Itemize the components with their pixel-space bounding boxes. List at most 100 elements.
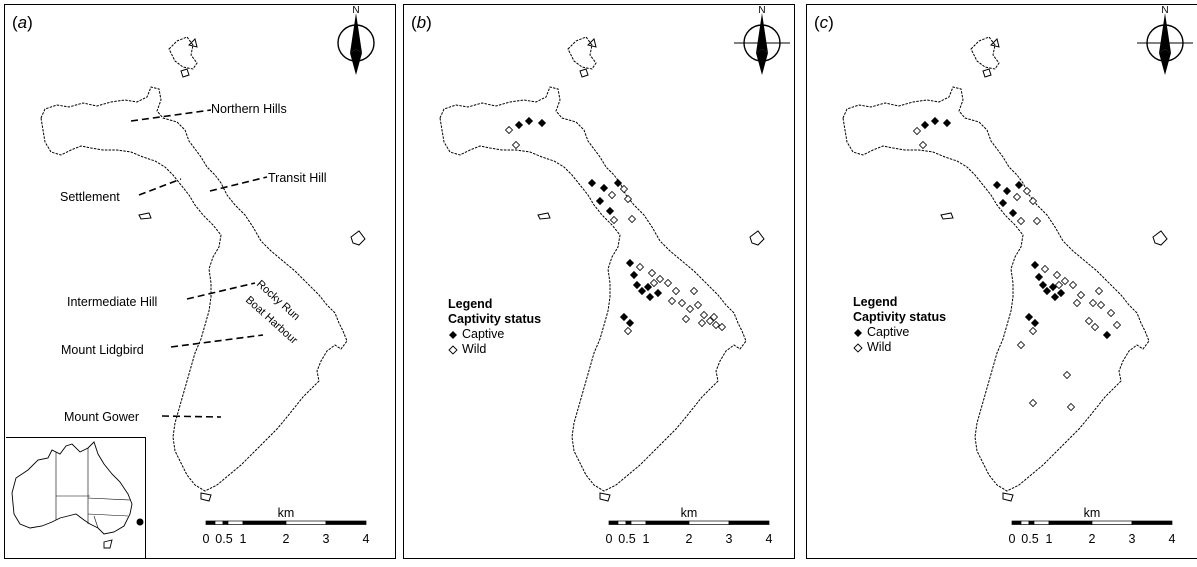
filled-diamond-icon [854,328,862,337]
scale-tick-label: 1 [240,532,247,546]
wild-point [655,274,665,284]
islet-outline [990,38,1000,48]
wild-point [1096,300,1106,310]
scale-tick-label: 2 [686,532,693,546]
scale-bar-segment [688,520,730,525]
leader-settlement [138,178,182,196]
captive-point [1042,286,1052,296]
scale-tick-label: 0.5 [215,532,232,546]
scale-bar-segment [625,520,632,525]
scale-tick-label: 3 [1129,532,1136,546]
wild-point [1106,308,1116,318]
wild-point [699,310,709,320]
scale-tick-label: 2 [283,532,290,546]
wild-point [1022,186,1032,196]
label-northern-hills: Northern Hills [211,102,287,116]
wild-point [607,190,617,200]
wild-point [1090,322,1100,332]
wild-point [912,126,922,136]
wild-point [1072,298,1082,308]
legend-item-wild: Wild [448,342,541,357]
north-arrow-icon [1159,13,1171,53]
captive-point [1034,272,1044,282]
captive-point [619,312,629,322]
legend-subtitle: Captivity status [853,310,947,324]
captive-point [1030,318,1040,328]
scale-unit-label: km [681,506,698,520]
north-label: N [352,5,359,16]
scale-bar-segment [214,520,224,525]
wild-point [689,286,699,296]
map-panel-a: N km 0 0.5 1 2 3 4 (a) Northern Hills Transit … [4,4,396,559]
wild-point [1062,370,1072,380]
scale-bar-segment [1091,520,1133,525]
scale-tick-label: 3 [726,532,733,546]
wild-point [693,300,703,310]
legend-label-wild: Wild [867,340,892,354]
scale-bar-segment [1048,520,1093,525]
captive-point [653,288,663,298]
scale-bar-segment [1011,520,1022,525]
captive-point [998,198,1008,208]
captive-point [632,280,642,290]
islet-outline [138,212,152,220]
captive-point [637,286,647,296]
wild-point [1088,298,1098,308]
wild-point [1054,280,1064,290]
scale-tick-label: 4 [363,532,370,546]
captive-point [1048,282,1058,292]
captive-point [1030,260,1040,270]
islet-outline [587,38,597,48]
wild-point [1012,192,1022,202]
wild-point [647,268,657,278]
label-mount-lidgbird: Mount Lidgbird [61,343,144,357]
wild-point [717,322,727,332]
captive-point [595,196,605,206]
captive-point [599,183,609,193]
wild-point [685,304,695,314]
hollow-diamond-icon [448,344,458,355]
filled-diamond-icon [449,330,457,339]
captive-point [625,318,635,328]
wild-point [1094,286,1104,296]
wild-point [609,215,619,225]
captive-point [1008,208,1018,218]
captive-point [942,118,952,128]
leader-intermediate-hill [186,282,256,300]
captive-point [605,206,615,216]
panel-label-a: (a) [12,13,33,32]
wild-point [635,262,645,272]
scale-unit-label: km [1084,506,1101,520]
scale-bar-segment [227,520,244,525]
wild-point [918,140,928,150]
island-map-a: N km 0 0.5 1 2 3 4 [40,5,375,546]
north-arrow-tail [1159,49,1171,75]
leader-mount-lidgbird [170,334,264,348]
captive-point [645,292,655,302]
wild-point [1028,326,1038,336]
islet-outline [350,230,366,246]
wild-point [1066,402,1076,412]
wild-point [627,214,637,224]
north-arrow-tail [756,49,768,75]
captive-point [613,178,623,188]
wild-point [709,312,719,322]
wild-point [677,298,687,308]
wild-point [1028,398,1038,408]
wild-point [667,296,677,306]
map-panel-b: N km 0 0.5 1 2 3 4 (b) Legend Captivity status… [403,4,795,559]
captive-point [514,120,524,130]
wild-point [663,278,673,288]
north-arrow-tail [350,49,362,75]
scale-bar-segment [1028,520,1035,525]
north-label: N [1161,5,1168,16]
wild-point [1032,216,1042,226]
islet-outline [180,68,190,78]
wild-point [511,140,521,150]
map-panel-c: N km 0 0.5 1 2 3 4 (c) Legend Captivity status… [806,4,1197,559]
wild-point [1040,264,1050,274]
captive-point [629,270,639,280]
islet-outline [168,36,198,70]
captive-point [537,118,547,128]
scale-bar-segment [1131,520,1173,525]
